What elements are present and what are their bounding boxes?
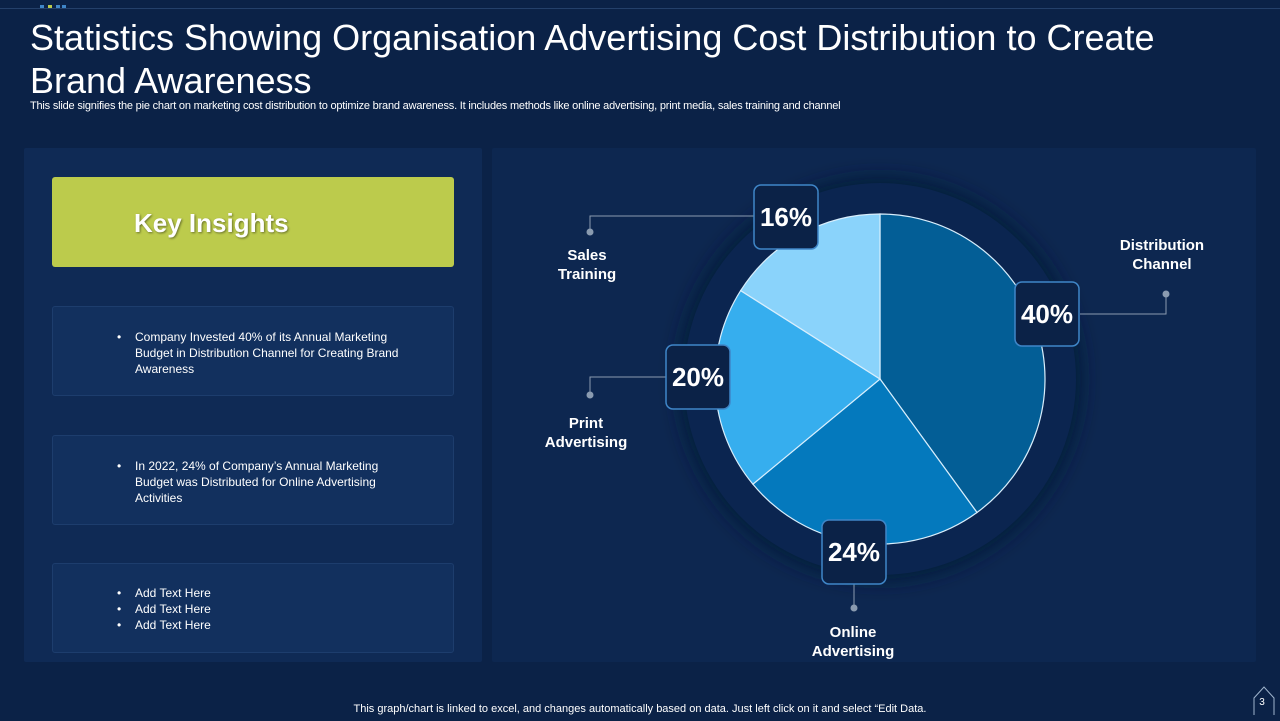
value-label-box <box>665 344 731 410</box>
slide-title: Statistics Showing Organisation Advertis… <box>30 17 1155 101</box>
insight-card-2: In 2022, 24% of Company’s Annual Marketi… <box>52 435 454 525</box>
page-number: 3 <box>1259 697 1265 708</box>
leader-dot <box>850 604 858 612</box>
top-divider <box>0 8 1280 9</box>
decorative-dots <box>40 5 66 8</box>
category-label: Online <box>830 624 877 641</box>
insight-card-1: Company Invested 40% of its Annual Marke… <box>52 306 454 396</box>
leader-line <box>1080 294 1167 315</box>
value-label-box <box>753 184 819 250</box>
footer-note: This graph/chart is linked to excel, and… <box>353 703 927 715</box>
insight-bullet: Add Text Here <box>117 617 405 633</box>
insight-bullet: Company Invested 40% of its Annual Marke… <box>117 329 405 377</box>
category-label: Advertising <box>812 643 895 660</box>
insight-bullet: Add Text Here <box>117 601 405 617</box>
value-label-box <box>821 519 887 585</box>
category-label: Print <box>569 415 603 432</box>
key-insights-title: Key Insights <box>134 208 289 238</box>
category-label: Training <box>558 266 616 283</box>
value-label: 20% <box>672 362 724 392</box>
leader-line <box>589 215 754 232</box>
key-insights-header: Key Insights <box>52 177 454 267</box>
category-label: Distribution <box>1120 237 1204 254</box>
category-label: Sales <box>567 247 606 264</box>
leader-line <box>589 376 666 395</box>
value-label: 24% <box>828 537 880 567</box>
value-label: 40% <box>1021 299 1073 329</box>
leader-dot <box>586 391 594 399</box>
category-label: Advertising <box>545 434 628 451</box>
leader-dot <box>586 228 594 236</box>
slide-subtitle: This slide signifies the pie chart on ma… <box>30 100 841 112</box>
insight-card-3: Add Text Here Add Text Here Add Text Her… <box>52 563 454 653</box>
page-number-badge: 3 <box>1252 684 1276 716</box>
page-arrow-icon <box>1253 686 1275 715</box>
leader-dot <box>1162 290 1170 298</box>
value-label-box <box>1014 281 1080 347</box>
value-label: 16% <box>760 202 812 232</box>
insight-bullet: Add Text Here <box>117 585 405 601</box>
category-label: Channel <box>1132 256 1191 273</box>
insight-bullet: In 2022, 24% of Company’s Annual Marketi… <box>117 458 405 506</box>
